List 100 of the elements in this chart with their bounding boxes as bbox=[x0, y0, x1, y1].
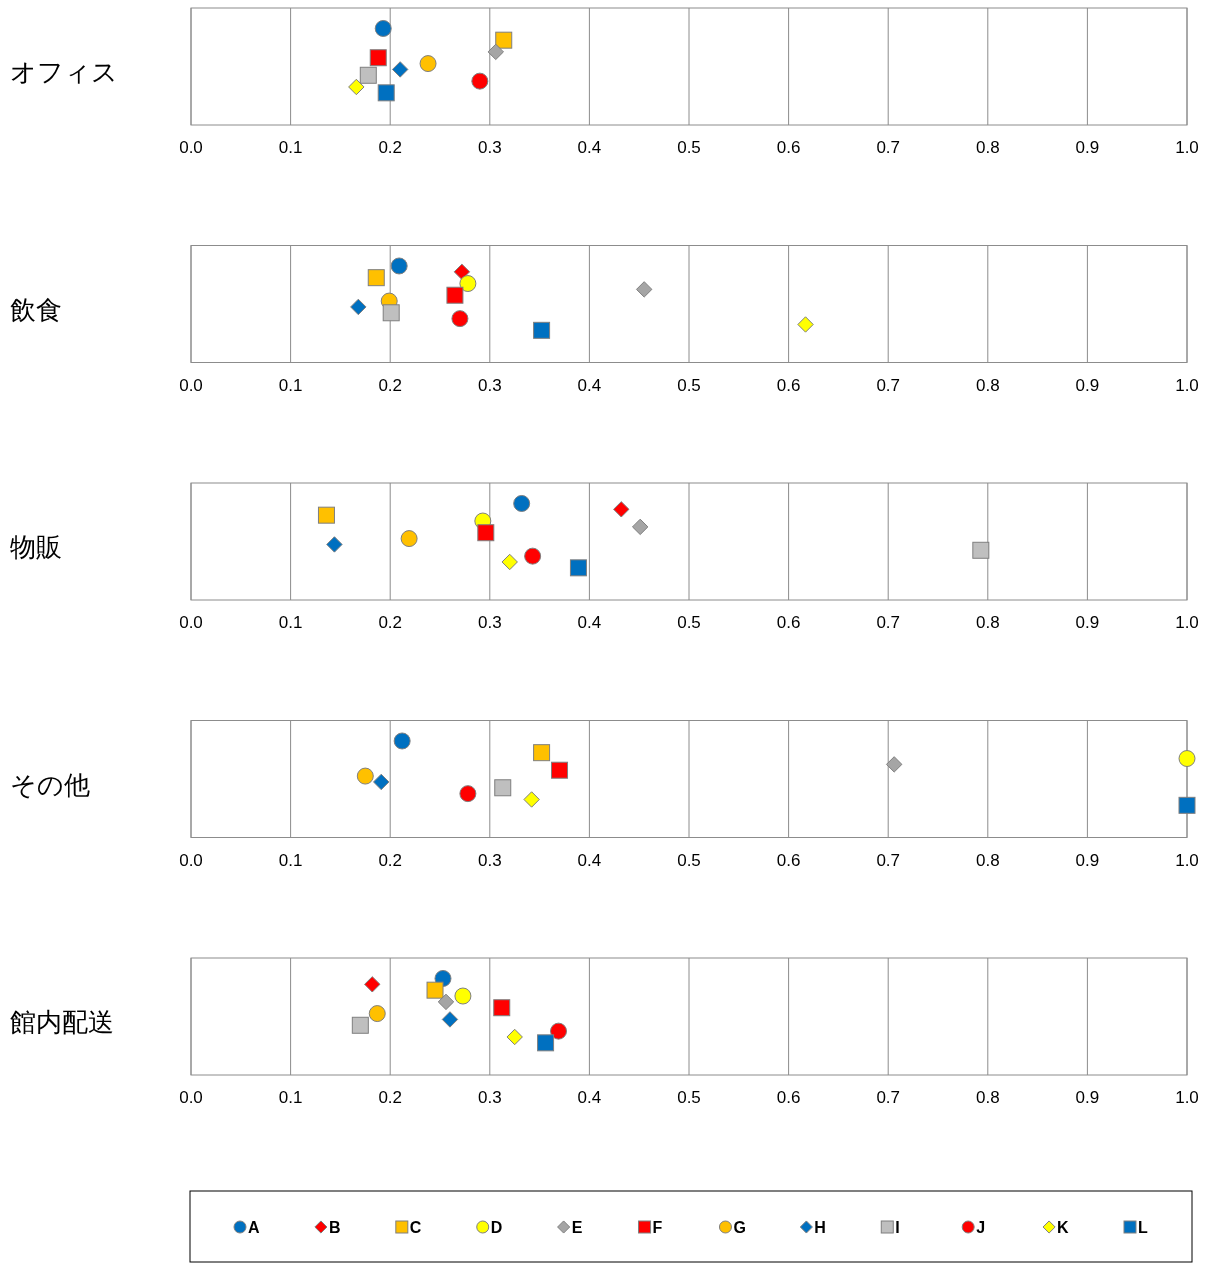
legend-item: G bbox=[718, 1219, 746, 1236]
x-tick-label: 0.1 bbox=[278, 850, 303, 870]
point bbox=[446, 286, 464, 304]
x-tick-label: 0.4 bbox=[577, 850, 602, 870]
x-tick-label: 0.3 bbox=[477, 138, 502, 157]
x-tick-label: 0.7 bbox=[876, 613, 901, 632]
x-tick-label: 1.0 bbox=[1175, 850, 1199, 870]
x-tick-label: 0.9 bbox=[1075, 850, 1100, 870]
point bbox=[364, 976, 381, 993]
point bbox=[494, 779, 512, 797]
x-tick-label: 0.9 bbox=[1075, 375, 1100, 395]
x-tick-label: 0.1 bbox=[278, 613, 303, 632]
point bbox=[459, 275, 477, 293]
x-tick-label: 0.1 bbox=[278, 375, 303, 395]
point bbox=[359, 66, 377, 84]
x-tick-label: 0.0 bbox=[179, 375, 203, 395]
point bbox=[493, 999, 511, 1017]
point bbox=[487, 43, 504, 61]
text: 物販 bbox=[10, 532, 62, 562]
point bbox=[550, 1022, 568, 1040]
x-tick-label: 0.4 bbox=[577, 138, 602, 157]
x-tick-label: 0.6 bbox=[776, 138, 801, 157]
legend-item: F bbox=[638, 1219, 663, 1236]
text: オフィス bbox=[10, 57, 118, 87]
point bbox=[513, 494, 531, 512]
point bbox=[632, 518, 649, 536]
legend-item: I bbox=[880, 1219, 900, 1236]
point bbox=[524, 547, 542, 565]
x-tick-label: 0.8 bbox=[975, 375, 1000, 395]
legend-label: L bbox=[1138, 1219, 1148, 1236]
point bbox=[797, 316, 814, 333]
point bbox=[454, 987, 472, 1005]
point bbox=[523, 791, 540, 808]
x-tick-label: 1.0 bbox=[1175, 613, 1199, 632]
legend-item: L bbox=[1123, 1219, 1148, 1236]
point bbox=[377, 84, 395, 102]
legend-label: D bbox=[490, 1219, 503, 1236]
point bbox=[419, 55, 437, 73]
point bbox=[350, 298, 367, 316]
point bbox=[351, 1016, 369, 1034]
text: 館内配送 bbox=[10, 1007, 114, 1037]
point bbox=[391, 61, 409, 78]
legend-label: J bbox=[976, 1219, 986, 1236]
point bbox=[374, 19, 392, 37]
x-tick-label: 0.5 bbox=[677, 138, 701, 157]
point bbox=[393, 732, 411, 750]
point bbox=[635, 281, 653, 298]
point bbox=[477, 524, 495, 542]
point bbox=[326, 536, 343, 553]
x-tick-label: 0.4 bbox=[577, 613, 602, 632]
legend-item: A bbox=[233, 1219, 260, 1236]
legend-label: C bbox=[409, 1219, 422, 1236]
legend-item: D bbox=[476, 1219, 503, 1236]
x-tick-label: 0.7 bbox=[876, 375, 901, 395]
point bbox=[368, 1005, 386, 1023]
x-tick-label: 0.0 bbox=[179, 138, 203, 157]
legend-item: J bbox=[961, 1219, 986, 1236]
legend-label: F bbox=[652, 1219, 663, 1236]
x-tick-label: 0.2 bbox=[378, 138, 403, 157]
x-tick-label: 0.7 bbox=[876, 850, 901, 870]
legend-label: H bbox=[814, 1219, 826, 1236]
point bbox=[373, 773, 390, 791]
x-tick-label: 0.0 bbox=[179, 1088, 203, 1107]
point bbox=[317, 506, 335, 524]
point bbox=[437, 993, 455, 1011]
legend-label: I bbox=[895, 1219, 900, 1236]
point bbox=[1178, 750, 1196, 768]
point bbox=[569, 559, 587, 577]
x-tick-label: 1.0 bbox=[1175, 138, 1199, 157]
x-tick-label: 0.2 bbox=[378, 850, 403, 870]
x-tick-label: 0.3 bbox=[477, 850, 502, 870]
x-tick-label: 0.5 bbox=[677, 1088, 701, 1107]
x-tick-label: 0.2 bbox=[378, 375, 403, 395]
point bbox=[348, 78, 365, 96]
x-tick-label: 0.2 bbox=[378, 613, 403, 632]
point bbox=[506, 1028, 523, 1046]
x-tick-label: 0.8 bbox=[975, 1088, 1000, 1107]
point bbox=[972, 541, 990, 559]
x-tick-label: 0.3 bbox=[477, 375, 502, 395]
x-tick-label: 0.5 bbox=[677, 850, 701, 870]
x-tick-label: 0.9 bbox=[1075, 613, 1100, 632]
x-tick-label: 0.4 bbox=[577, 1088, 602, 1107]
legend-item: H bbox=[799, 1219, 826, 1236]
x-tick-label: 0.3 bbox=[477, 613, 502, 632]
x-tick-label: 1.0 bbox=[1175, 1088, 1199, 1107]
legend-item: E bbox=[557, 1219, 583, 1236]
x-tick-label: 0.6 bbox=[776, 375, 801, 395]
x-tick-label: 0.1 bbox=[278, 1088, 303, 1107]
x-tick-label: 0.1 bbox=[278, 138, 303, 157]
point bbox=[451, 310, 469, 328]
legend-label: K bbox=[1057, 1219, 1070, 1236]
x-tick-label: 0.9 bbox=[1075, 1088, 1100, 1107]
legend-label: G bbox=[733, 1219, 746, 1236]
text: 飲食 bbox=[10, 294, 62, 325]
point bbox=[441, 1011, 459, 1028]
x-tick-label: 0.6 bbox=[776, 613, 801, 632]
x-tick-label: 0.0 bbox=[179, 850, 203, 870]
x-tick-label: 0.9 bbox=[1075, 138, 1100, 157]
x-tick-label: 0.8 bbox=[975, 613, 1000, 632]
point bbox=[551, 761, 569, 779]
